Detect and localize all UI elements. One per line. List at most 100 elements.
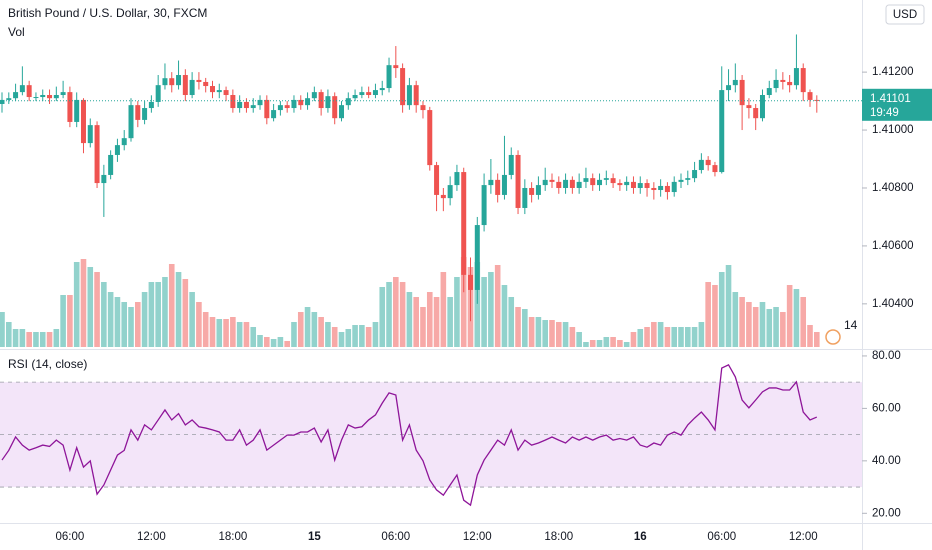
candle-body [230, 95, 236, 109]
volume-bar [576, 332, 582, 347]
volume-bar [447, 297, 453, 347]
candle-body [379, 88, 385, 91]
candle-body [501, 174, 507, 195]
candle-body [603, 178, 609, 180]
candle-body [250, 105, 256, 109]
volume-bar [678, 327, 684, 347]
volume-bar [87, 267, 94, 347]
volume-bar [318, 317, 324, 347]
candle-body [400, 68, 406, 106]
candle-body [705, 159, 711, 166]
volume-bar [297, 312, 304, 347]
volume-bar [73, 262, 80, 347]
rsi-line [1, 364, 818, 507]
volume-bar [270, 339, 277, 347]
candle-body [624, 181, 630, 186]
candle-body [461, 172, 467, 275]
candle-body [189, 79, 195, 96]
volume-bar [596, 340, 603, 347]
candle-body [440, 194, 446, 199]
event-badge-label[interactable]: 14 [844, 318, 858, 332]
volume-bar [53, 329, 60, 347]
countdown-label: 19:49 [870, 107, 899, 119]
volume-bar [705, 282, 711, 347]
candle-body [413, 85, 419, 106]
volume-bar [196, 302, 202, 347]
candle-body [67, 92, 73, 122]
time-tick-label: 12:00 [463, 531, 492, 543]
volume-bar [175, 272, 182, 347]
volume-bar [284, 341, 290, 347]
volume-bar [657, 322, 664, 347]
volume-bar [135, 302, 141, 347]
candle-body [305, 98, 311, 106]
volume-bar [528, 317, 535, 347]
volume-bar [372, 322, 379, 347]
volume-bar [386, 282, 392, 347]
candle-body [0, 99, 5, 104]
volume-bar [60, 295, 66, 347]
volume-bar [637, 329, 644, 347]
volume-bar [623, 342, 630, 347]
candle-body [162, 78, 168, 86]
volume-bar [800, 297, 807, 347]
volume-bar [379, 287, 386, 347]
volume-bar [250, 327, 257, 347]
volume-bar [555, 322, 562, 347]
volume-bar [793, 289, 800, 347]
volume-bar [739, 297, 745, 347]
candle-body [108, 154, 114, 175]
volume-bar [522, 309, 528, 347]
candle-body [6, 98, 12, 100]
candle-body [291, 99, 297, 109]
candle-body [454, 172, 460, 186]
candle-body [427, 110, 433, 166]
candle-body [766, 88, 772, 96]
volume-bar [494, 265, 501, 347]
candle-body [223, 90, 229, 96]
volume-bar [562, 322, 569, 347]
volume-bar [264, 337, 270, 347]
time-tick-label: 06:00 [707, 531, 736, 543]
currency-box[interactable] [885, 4, 925, 25]
volume-bar [725, 265, 732, 347]
candle-body [800, 68, 806, 93]
volume-bar [474, 262, 481, 347]
volume-bar [311, 312, 318, 347]
event-badge-icon[interactable] [825, 329, 841, 345]
volume-bar [121, 302, 128, 347]
volume-bar [223, 319, 229, 347]
volume-bar [549, 320, 555, 347]
rsi-tick-label: 60.00 [872, 402, 901, 414]
candle-body [637, 183, 643, 188]
volume-bar [569, 327, 576, 347]
volume-bar [141, 292, 148, 347]
price-tick-label: 1.41000 [872, 124, 914, 136]
candle-body [753, 108, 759, 119]
candle-body [664, 185, 670, 193]
candle-body [773, 79, 779, 89]
volume-bar [610, 337, 616, 347]
candle-body [671, 181, 677, 193]
rsi-tick-label: 80.00 [872, 350, 901, 362]
candle-body [508, 154, 514, 175]
candle-body [243, 101, 249, 109]
volume-bar [481, 277, 487, 347]
time-tick-label: 16 [634, 531, 647, 543]
candle-body [529, 187, 535, 195]
volume-bar [440, 272, 447, 347]
candle-body [583, 178, 589, 182]
candle-body [339, 105, 344, 119]
candle-body [630, 181, 636, 188]
volume-bar [752, 307, 759, 347]
volume-bar [114, 297, 121, 347]
currency-label[interactable]: USD [893, 9, 917, 21]
volume-bar [182, 279, 189, 347]
candle-body [87, 125, 93, 144]
volume-title: Vol [8, 25, 25, 39]
volume-bar [814, 332, 820, 347]
candle-body [692, 170, 698, 179]
candle-body [352, 95, 358, 99]
candle-body [216, 90, 222, 93]
volume-bar [148, 282, 155, 347]
